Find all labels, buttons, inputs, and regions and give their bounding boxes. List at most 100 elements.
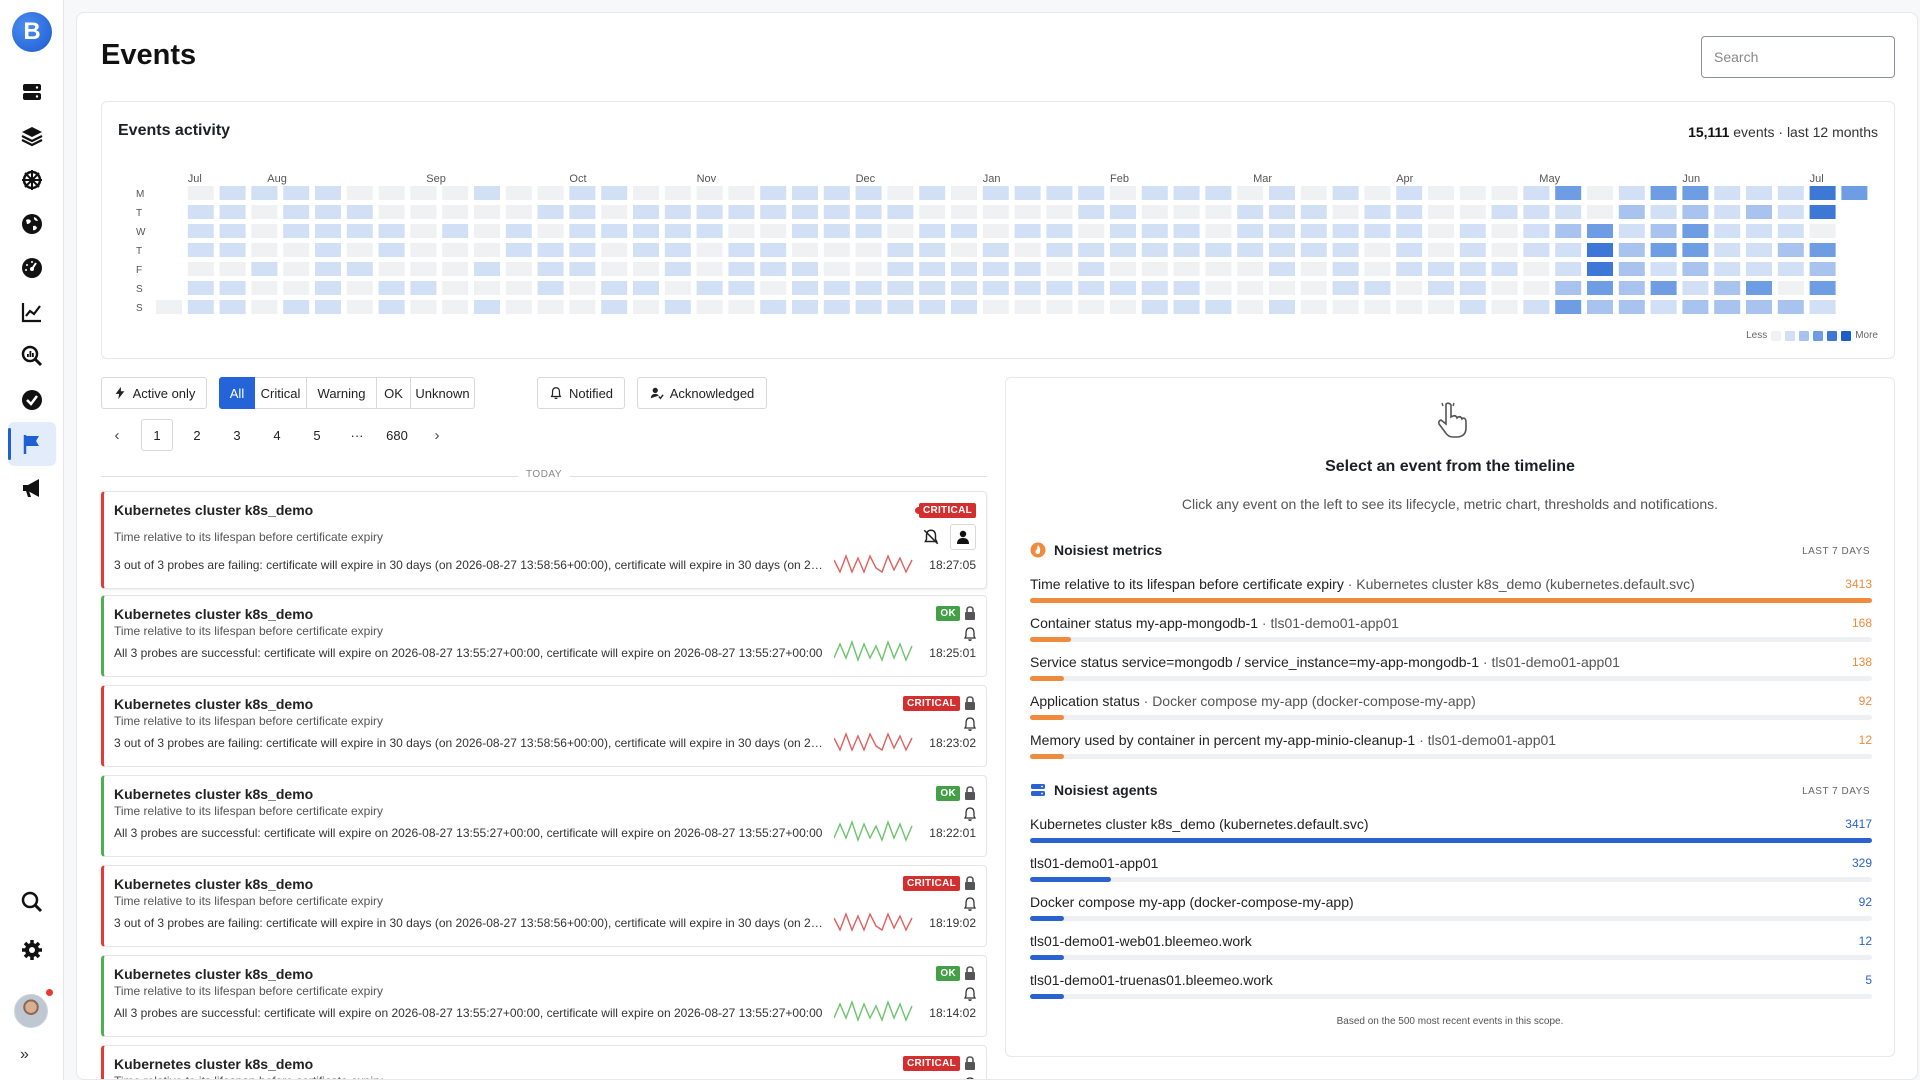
heatmap-cell[interactable]: [601, 262, 628, 276]
heatmap-cell[interactable]: [1141, 281, 1168, 295]
heatmap-cell[interactable]: [1459, 243, 1486, 257]
heatmap-cell[interactable]: [505, 281, 532, 295]
heatmap-cell[interactable]: [1555, 243, 1582, 257]
heatmap-cell[interactable]: [1078, 300, 1105, 314]
heatmap-cell[interactable]: [1237, 224, 1264, 238]
heatmap-cell[interactable]: [1300, 300, 1327, 314]
heatmap-cell[interactable]: [1014, 243, 1041, 257]
heatmap-cell[interactable]: [1269, 243, 1295, 257]
agent-item[interactable]: Docker compose my-app (docker-compose-my…: [1030, 894, 1872, 921]
page-1[interactable]: 1: [141, 419, 173, 451]
heatmap-cell[interactable]: [505, 205, 532, 219]
heatmap-cell[interactable]: [1523, 243, 1550, 257]
heatmap-cell[interactable]: [601, 243, 628, 257]
heatmap-cell[interactable]: [664, 262, 691, 276]
heatmap-cell[interactable]: [792, 281, 818, 295]
heatmap-cell[interactable]: [1110, 186, 1136, 200]
acknowledge-button[interactable]: [950, 524, 976, 550]
heatmap-cell[interactable]: [633, 224, 659, 238]
event-row[interactable]: Kubernetes cluster k8s_demo Time relative…: [101, 491, 987, 589]
heatmap-cell[interactable]: [855, 243, 882, 257]
heatmap-cell[interactable]: [855, 300, 882, 314]
nav-kubernetes[interactable]: [8, 158, 56, 202]
heatmap-cell[interactable]: [1364, 300, 1391, 314]
heatmap-cell[interactable]: [728, 243, 755, 257]
heatmap-cell[interactable]: [1555, 300, 1582, 314]
heatmap-cell[interactable]: [346, 224, 373, 238]
heatmap-cell[interactable]: [1173, 262, 1200, 276]
heatmap-cell[interactable]: [187, 224, 214, 238]
nav-layers[interactable]: [8, 114, 56, 158]
heatmap-cell[interactable]: [1364, 224, 1391, 238]
heatmap-cell[interactable]: [1555, 186, 1582, 200]
heatmap-cell[interactable]: [1523, 300, 1550, 314]
heatmap-cell[interactable]: [696, 205, 723, 219]
heatmap-cell[interactable]: [1587, 186, 1613, 200]
severity-warning[interactable]: Warning: [307, 377, 377, 409]
heatmap-cell[interactable]: [1173, 224, 1200, 238]
nav-servers[interactable]: [8, 70, 56, 114]
heatmap-cell[interactable]: [442, 262, 469, 276]
heatmap-cell[interactable]: [1714, 300, 1741, 314]
heatmap-cell[interactable]: [887, 300, 914, 314]
heatmap-cell[interactable]: [1841, 186, 1868, 200]
heatmap-cell[interactable]: [1110, 281, 1136, 295]
agent-item[interactable]: tls01-demo01-app01 329: [1030, 855, 1872, 882]
heatmap-cell[interactable]: [982, 205, 1009, 219]
heatmap-cell[interactable]: [537, 186, 564, 200]
heatmap-cell[interactable]: [1555, 281, 1582, 295]
heatmap-cell[interactable]: [1046, 300, 1073, 314]
heatmap-cell[interactable]: [601, 300, 628, 314]
heatmap-cell[interactable]: [505, 300, 532, 314]
heatmap-cell[interactable]: [569, 224, 596, 238]
heatmap-cell[interactable]: [1714, 281, 1741, 295]
heatmap-cell[interactable]: [1746, 300, 1772, 314]
heatmap-cell[interactable]: [442, 300, 469, 314]
heatmap-cell[interactable]: [251, 243, 278, 257]
heatmap-cell[interactable]: [1269, 205, 1295, 219]
heatmap-cell[interactable]: [474, 186, 500, 200]
heatmap-cell[interactable]: [760, 243, 787, 257]
heatmap-cell[interactable]: [601, 224, 628, 238]
heatmap-cell[interactable]: [283, 186, 310, 200]
heatmap-cell[interactable]: [1777, 300, 1804, 314]
heatmap-cell[interactable]: [1237, 186, 1264, 200]
heatmap-cell[interactable]: [823, 186, 850, 200]
heatmap-cell[interactable]: [1714, 243, 1741, 257]
heatmap-cell[interactable]: [1300, 281, 1327, 295]
nav-announcements[interactable]: [8, 466, 56, 510]
heatmap-cell[interactable]: [410, 300, 437, 314]
heatmap-cell[interactable]: [887, 243, 914, 257]
heatmap-cell[interactable]: [1205, 186, 1232, 200]
heatmap-cell[interactable]: [442, 205, 469, 219]
heatmap-cell[interactable]: [887, 281, 914, 295]
heatmap-cell[interactable]: [1777, 186, 1804, 200]
heatmap-cell[interactable]: [823, 205, 850, 219]
heatmap-cell[interactable]: [1141, 186, 1168, 200]
heatmap-cell[interactable]: [442, 224, 469, 238]
heatmap-cell[interactable]: [1714, 186, 1741, 200]
heatmap-cell[interactable]: [1396, 243, 1423, 257]
heatmap-cell[interactable]: [728, 205, 755, 219]
heatmap-cell[interactable]: [1618, 186, 1645, 200]
heatmap-cell[interactable]: [1491, 224, 1518, 238]
heatmap-cell[interactable]: [378, 243, 405, 257]
heatmap-cell[interactable]: [219, 281, 246, 295]
heatmap-cell[interactable]: [1428, 281, 1454, 295]
event-row[interactable]: Kubernetes cluster k8s_demo Time relative…: [101, 595, 987, 677]
heatmap-cell[interactable]: [1141, 300, 1168, 314]
heatmap-cell[interactable]: [792, 262, 818, 276]
heatmap-cell[interactable]: [569, 281, 596, 295]
heatmap-cell[interactable]: [1173, 300, 1200, 314]
heatmap-cell[interactable]: [1046, 186, 1073, 200]
heatmap-cell[interactable]: [1141, 262, 1168, 276]
heatmap-cell[interactable]: [1746, 262, 1772, 276]
heatmap-cell[interactable]: [760, 281, 787, 295]
heatmap-cell[interactable]: [1459, 224, 1486, 238]
metric-item[interactable]: Application status · Docker compose my-a…: [1030, 693, 1872, 720]
heatmap-cell[interactable]: [1173, 186, 1200, 200]
heatmap-cell[interactable]: [1014, 186, 1041, 200]
heatmap-cell[interactable]: [251, 262, 278, 276]
heatmap-cell[interactable]: [1491, 262, 1518, 276]
heatmap-cell[interactable]: [664, 205, 691, 219]
